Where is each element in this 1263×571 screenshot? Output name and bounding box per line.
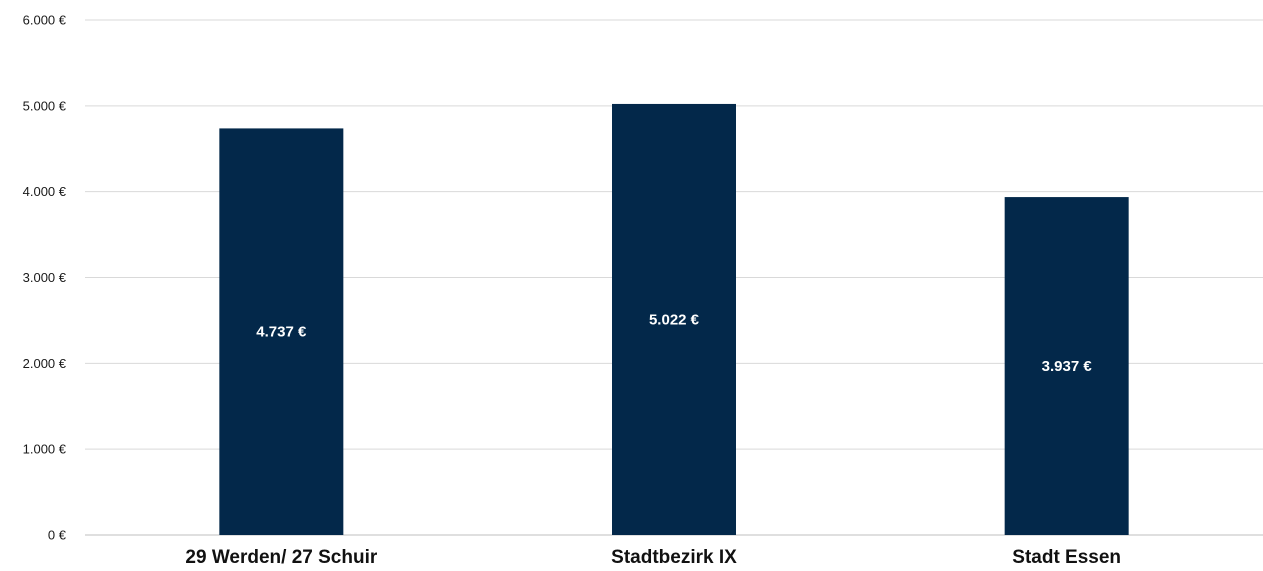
- y-tick-label: 6.000 €: [23, 13, 67, 28]
- bar: [1004, 197, 1129, 536]
- category-label: Stadtbezirk IX: [611, 547, 737, 568]
- category-label: Stadt Essen: [1012, 547, 1121, 568]
- bar: [219, 128, 344, 535]
- data-label: 4.737 €: [256, 324, 307, 341]
- data-label: 5.022 €: [649, 311, 700, 328]
- data-label: 3.937 €: [1042, 358, 1093, 375]
- y-tick-label: 1.000 €: [23, 442, 67, 457]
- x-axis-categories: 29 Werden/ 27 Schuir Stadtbezirk IX Stadt …: [185, 547, 1121, 568]
- data-labels: 4.737 € 5.022 € 3.937 €: [256, 311, 1092, 375]
- y-tick-label: 2.000 €: [23, 356, 67, 371]
- y-tick-label: 3.000 €: [23, 270, 67, 285]
- category-label: 29 Werden/ 27 Schuir: [185, 547, 377, 568]
- y-tick-label: 5.000 €: [23, 98, 67, 113]
- bars: [219, 103, 1129, 536]
- y-axis-ticks: 0 € 1.000 € 2.000 € 3.000 € 4.000 € 5.000 € 6.…: [23, 13, 67, 543]
- y-tick-label: 0 €: [48, 528, 67, 543]
- bar: [612, 103, 736, 535]
- y-tick-label: 4.000 €: [23, 184, 67, 199]
